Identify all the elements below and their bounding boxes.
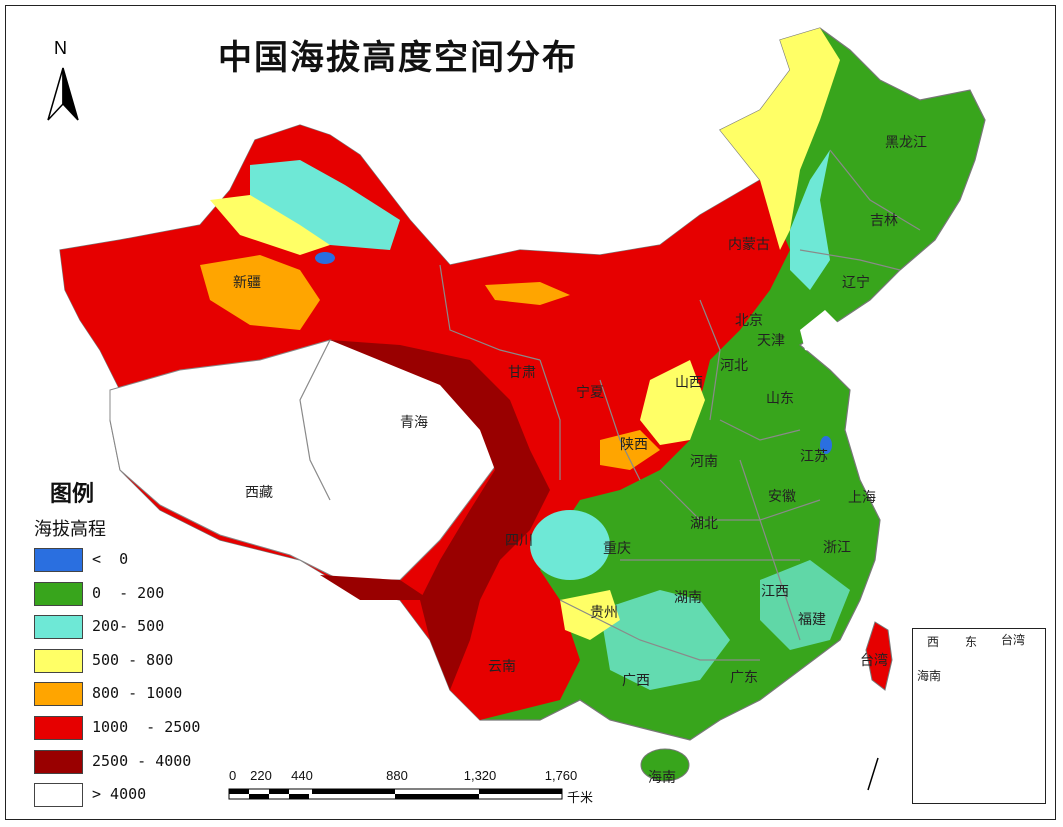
northeast-500-800 (720, 28, 840, 250)
scale-tick-label: 1,320 (463, 768, 497, 783)
province-label-anhui: 安徽 (768, 489, 796, 505)
legend-label: < 0 (92, 550, 129, 568)
province-label-zhejiang: 浙江 (823, 540, 851, 556)
map-title: 中国海拔高度空间分布 (218, 38, 578, 78)
province-label-xizang: 西藏 (245, 485, 273, 501)
province-label-liaoning: 辽宁 (842, 275, 870, 291)
northeast-200-500 (790, 150, 830, 290)
legend-label: 1000 - 2500 (92, 718, 201, 736)
legend-label: > 4000 (92, 785, 147, 804)
inset-label-hainan: 海南 (917, 669, 942, 683)
legend-label: 0 - 200 (92, 583, 165, 602)
legend-swatch (34, 783, 83, 808)
province-label-qinghai: 青海 (400, 415, 428, 431)
scale-tick-label: 1,760 (544, 768, 578, 783)
south-hills-200-500 (600, 590, 730, 690)
legend-heading: 图例 (50, 482, 95, 507)
scale-tick-label: 220 (250, 768, 272, 783)
dzungaria-200-500 (250, 160, 400, 250)
gobi-800-1000 (485, 282, 570, 305)
province-label-beijing: 北京 (735, 313, 763, 329)
province-label-guangdong: 广东 (730, 670, 758, 686)
province-label-fujian: 福建 (798, 612, 826, 628)
province-label-hebei: 河北 (720, 358, 748, 374)
province-label-taiwan: 台湾 (860, 653, 888, 669)
scale-tick-label: 880 (386, 768, 408, 783)
province-label-henan: 河南 (690, 454, 718, 470)
map-frame (5, 5, 1056, 820)
scale-bar (228, 788, 563, 800)
province-label-hunan: 湖南 (674, 590, 702, 606)
province-label-hainan: 海南 (648, 770, 676, 786)
inset-label-taiwan: 台湾 (1001, 633, 1026, 647)
province-label-sichuan: 四川 (505, 533, 533, 549)
legend-swatch (34, 548, 83, 572)
province-label-guangxi: 广西 (622, 673, 650, 689)
legend-label: 2500 - 4000 (92, 751, 192, 770)
province-label-shanghai: 上海 (848, 490, 876, 506)
inset-label-east: 东 (965, 635, 978, 649)
province-label-gansu: 甘肃 (508, 365, 536, 381)
south-china-sea-inset: 西 东 台湾 海南 (912, 628, 1046, 804)
dzungaria-500-800 (210, 195, 330, 255)
province-label-ningxia: 宁夏 (576, 385, 604, 401)
province-label-tianjin: 天津 (757, 333, 785, 349)
legend-label: 500 - 800 (92, 650, 174, 669)
bohai-sea (800, 310, 845, 355)
north-letter: N (54, 38, 67, 58)
legend-swatch (34, 716, 83, 740)
legend-swatch (34, 749, 83, 774)
tarim-basin-800-1000 (200, 255, 320, 330)
scale-unit: 千米 (567, 791, 594, 806)
legend-swatch (34, 615, 83, 640)
province-label-guizhou: 贵州 (590, 605, 618, 621)
turpan-below-0 (315, 252, 335, 264)
province-label-xinjiang: 新疆 (233, 275, 261, 291)
scale-tick-label: 0 (229, 768, 237, 783)
province-label-jilin: 吉林 (870, 213, 898, 229)
province-label-chongqing: 重庆 (603, 541, 631, 557)
sichuan-basin-200-500 (530, 510, 610, 580)
tibet-plateau-above-4000 (109, 339, 501, 581)
province-label-shandong: 山东 (766, 391, 794, 407)
scale-tick-label: 440 (291, 768, 313, 783)
province-label-shanxi: 山西 (675, 375, 703, 391)
province-label-hubei: 湖北 (690, 516, 718, 532)
province-boundaries (299, 149, 921, 661)
inset-label-west: 西 (927, 635, 940, 649)
south-tibet-2500-4000 (320, 575, 430, 600)
lake-below-0 (820, 436, 832, 454)
taiwan-island (865, 621, 893, 691)
hainan-island (640, 748, 690, 782)
legend-swatch (34, 682, 83, 707)
province-label-neimenggu: 内蒙古 (728, 237, 770, 253)
southeast-hills-200-500 (760, 560, 850, 650)
province-label-heilongjiang: 黑龙江 (885, 135, 927, 151)
plateau-rim-2500-4000 (330, 340, 550, 690)
legend-subtitle: 海拔高程 (34, 519, 106, 540)
province-label-jiangsu: 江苏 (800, 449, 828, 465)
shaanxi-800-1000 (600, 430, 660, 470)
north-arrow-icon (47, 67, 79, 121)
legend-label: 800 - 1000 (92, 684, 183, 703)
loess-500-800 (640, 360, 705, 445)
legend-label: 200- 500 (92, 617, 165, 636)
legend-swatch (34, 581, 83, 606)
legend-swatch (34, 648, 83, 673)
province-label-shaanxi: 陕西 (620, 437, 648, 453)
province-label-jiangxi: 江西 (761, 584, 789, 600)
province-label-yunnan: 云南 (488, 659, 516, 675)
